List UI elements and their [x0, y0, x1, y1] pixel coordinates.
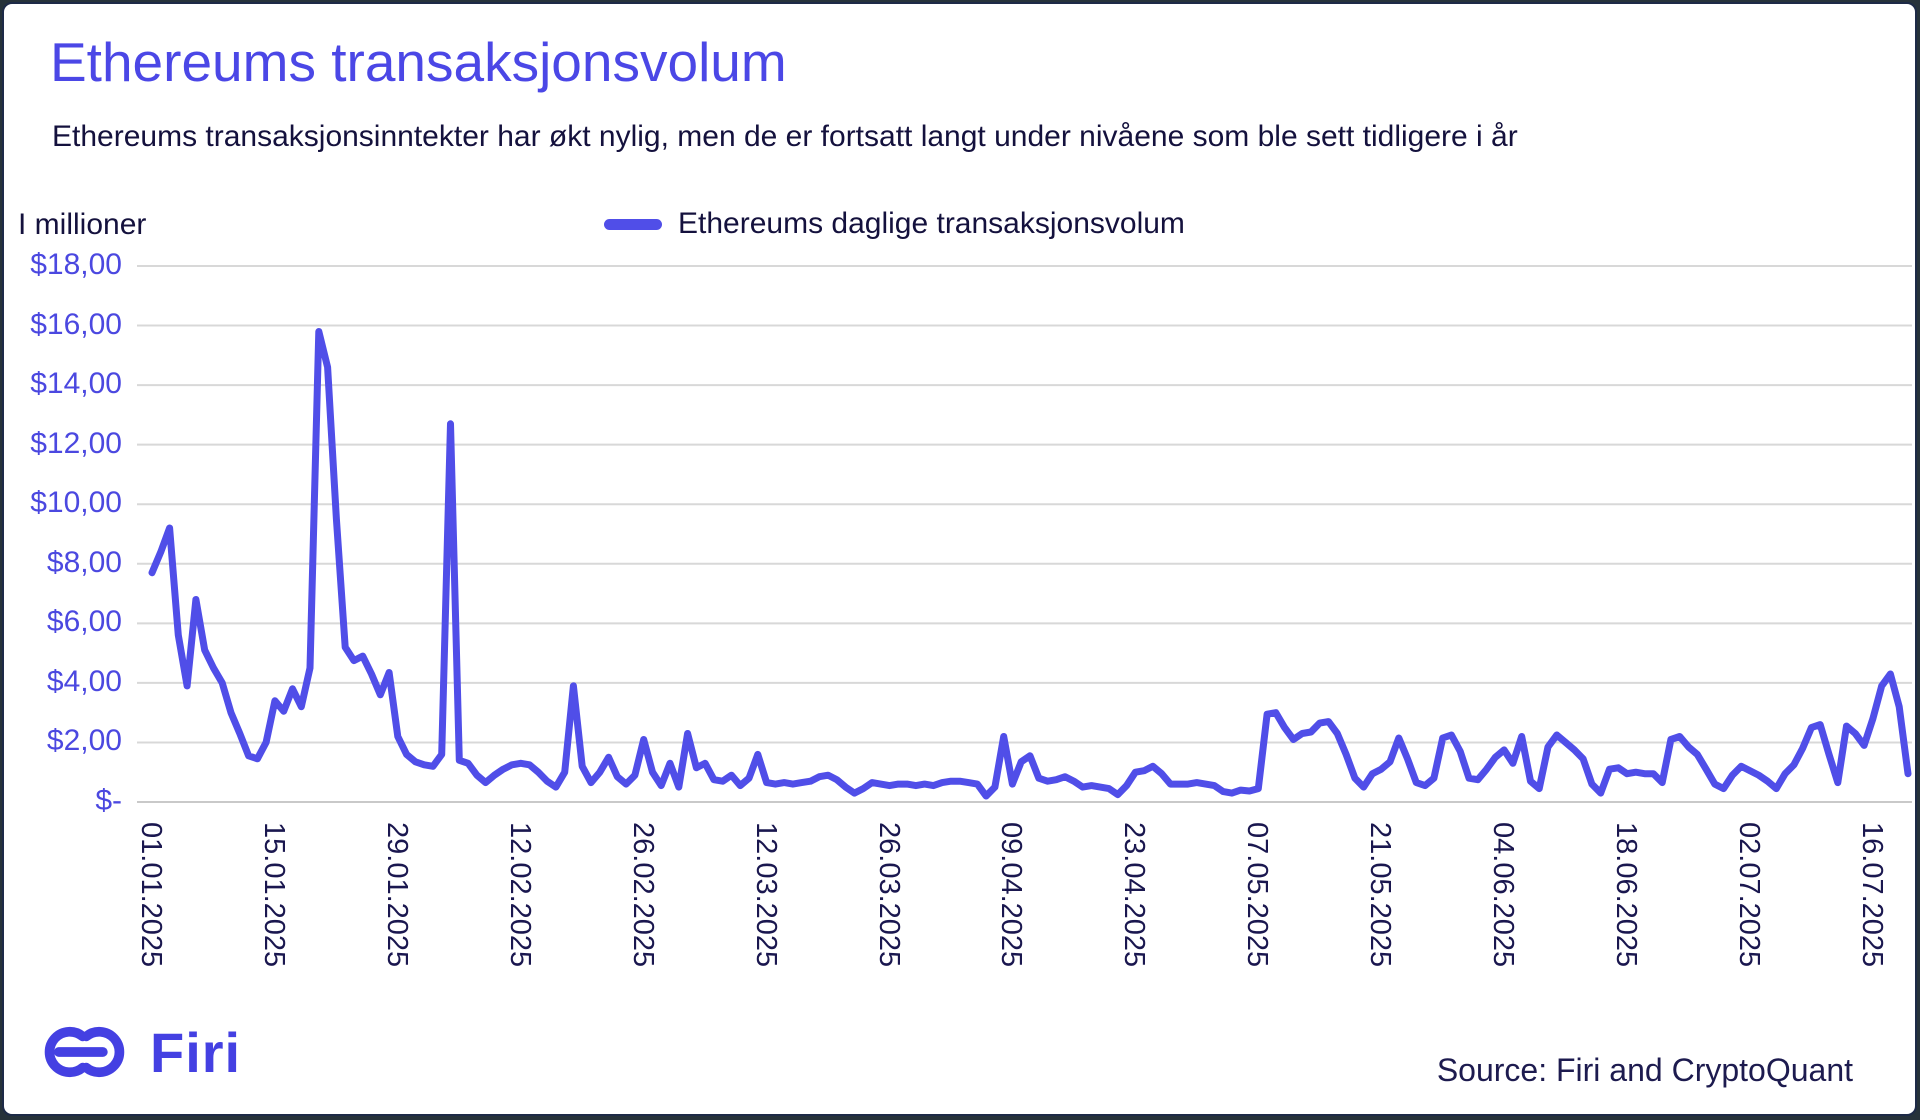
x-tick-label: 18.06.2025 [1610, 822, 1643, 968]
series-line [148, 328, 1912, 800]
legend-label: Ethereums daglige transaksjonsvolum [678, 207, 1185, 240]
line-chart-plot-area [137, 265, 1912, 803]
legend-line-swatch [604, 218, 662, 230]
y-tick-label: $10,00 [30, 486, 122, 520]
x-tick-label: 23.04.2025 [1118, 822, 1151, 968]
x-tick-label: 09.04.2025 [995, 822, 1028, 968]
y-tick-label: $16,00 [30, 307, 122, 341]
y-tick-label: $6,00 [46, 605, 122, 639]
y-tick-label: $8,00 [46, 545, 122, 579]
firi-logo-icon [44, 1026, 125, 1078]
chart-subtitle: Ethereums transaksjonsinntekter har økt … [52, 120, 1518, 153]
x-tick-label: 21.05.2025 [1364, 822, 1397, 968]
x-tick-label: 12.03.2025 [749, 822, 782, 968]
y-tick-label: $14,00 [30, 367, 122, 401]
source-attribution: Source: Firi and CryptoQuant [1436, 1052, 1853, 1088]
x-tick-label: 01.01.2025 [135, 822, 167, 968]
x-tick-label: 04.06.2025 [1487, 822, 1520, 968]
y-tick-label: $2,00 [46, 724, 122, 758]
page-title: Ethereums transaksjonsvolum [50, 31, 787, 93]
x-tick-label: 12.02.2025 [503, 822, 536, 968]
y-tick-label: $- [95, 784, 122, 817]
y-axis-unit-label: I millioner [18, 208, 147, 241]
y-tick-label: $18,00 [30, 248, 122, 281]
x-tick-label: 26.03.2025 [872, 822, 905, 968]
x-tick-label: 26.02.2025 [626, 822, 659, 968]
firi-logo: Firi [44, 1016, 241, 1088]
y-tick-label: $12,00 [30, 426, 122, 460]
x-tick-label: 15.01.2025 [257, 822, 290, 968]
x-tick-label: 29.01.2025 [380, 822, 413, 968]
chart-legend: Ethereums daglige transaksjonsvolum [604, 207, 1185, 241]
firi-logo-text: Firi [150, 1020, 242, 1084]
x-tick-label: 02.07.2025 [1732, 822, 1765, 968]
x-tick-label: 16.07.2025 [1855, 822, 1888, 968]
y-tick-label: $4,00 [46, 664, 122, 698]
x-tick-label: 07.05.2025 [1241, 822, 1274, 968]
